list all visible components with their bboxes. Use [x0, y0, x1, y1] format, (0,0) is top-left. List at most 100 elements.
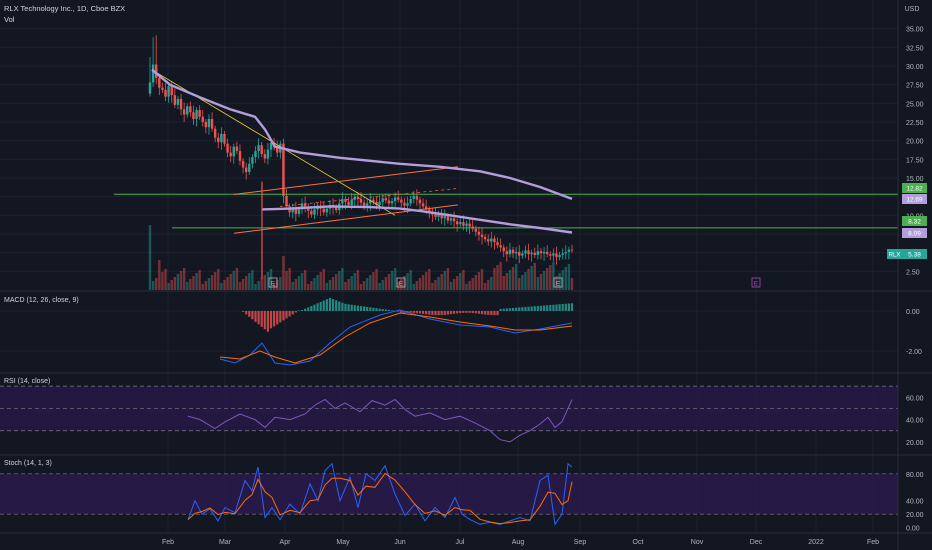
candle-body — [344, 198, 347, 202]
candle-body — [369, 199, 372, 204]
candle-body — [195, 110, 198, 120]
candle-body — [161, 87, 164, 90]
stoch-legend[interactable]: Stoch (14, 1, 3) — [4, 460, 52, 467]
signal-line — [219, 312, 573, 364]
volume-bar — [220, 283, 223, 290]
rsi-legend[interactable]: RSI (14, close) — [4, 378, 50, 385]
macd-legend[interactable]: MACD (12, 26, close, 9) — [4, 297, 79, 304]
macd-histogram-bar — [518, 307, 521, 311]
macd-histogram-bar — [521, 307, 524, 311]
volume-bar — [300, 273, 304, 290]
macd-histogram-bar — [369, 307, 372, 311]
stoch-pane[interactable] — [187, 462, 573, 526]
candle-body — [555, 253, 558, 258]
earnings-marker — [553, 277, 563, 288]
volume-bar — [331, 277, 335, 290]
volume-bar — [493, 268, 496, 290]
candle-body — [229, 152, 232, 157]
macd-histogram-bar — [484, 311, 487, 315]
macd-histogram-bar — [515, 307, 518, 311]
macd-histogram-bar — [465, 311, 468, 313]
macd-histogram-bar — [536, 305, 539, 311]
macd-histogram-bar — [440, 311, 443, 316]
time-axis[interactable]: Feb Mar Apr May Jun Jul Aug Sep Oct Nov Dec 2022 Feb — [162, 539, 879, 546]
macd-histogram-bar — [425, 311, 428, 315]
macd-histogram-bar — [288, 311, 291, 317]
candle-body — [415, 195, 419, 200]
volume-bar — [474, 275, 478, 290]
time-tick-label: Apr — [280, 539, 292, 546]
candle-body — [437, 213, 440, 217]
price-tick-label: 15.00 — [906, 176, 924, 183]
volume-bar — [555, 276, 558, 290]
candle-body — [421, 203, 425, 207]
volume-bar — [334, 274, 338, 290]
volume-bar — [244, 276, 248, 290]
macd-histogram-bar — [480, 311, 484, 315]
volume-bar — [539, 274, 543, 290]
macd-histogram-bar — [403, 311, 406, 314]
volume-bar — [446, 268, 450, 290]
rsi-pane[interactable] — [187, 398, 573, 443]
candle-body — [322, 208, 325, 213]
volume-bar — [198, 270, 201, 290]
candle-body — [372, 199, 375, 202]
macd-histogram-bar — [273, 311, 276, 327]
rsi-line — [187, 398, 573, 443]
currency-label[interactable]: USD — [905, 6, 920, 13]
candle-body — [459, 222, 462, 225]
macd-histogram-bar — [363, 306, 366, 311]
volume-bar — [195, 273, 198, 290]
time-tick-label: Jul — [456, 539, 465, 546]
volume-bar — [452, 279, 456, 290]
candle-body — [291, 208, 294, 213]
volume-bar — [514, 264, 518, 290]
macd-histogram-bar — [282, 311, 285, 321]
earnings-marker — [396, 277, 406, 288]
macd-histogram-bar — [477, 311, 481, 314]
macd-histogram-bar — [390, 310, 394, 311]
candle-body — [393, 197, 397, 202]
time-tick-label: Aug — [512, 539, 525, 546]
volume-bar — [291, 282, 294, 290]
indicator-bands — [0, 385, 898, 515]
macd-histogram-bar — [300, 310, 304, 311]
volume-bar — [505, 273, 509, 290]
volume-legend[interactable]: Vol — [4, 15, 15, 24]
candle-body — [564, 251, 567, 254]
volume-bar — [151, 281, 155, 290]
candle-body — [173, 95, 177, 105]
volume-bar — [344, 282, 347, 290]
candle-body — [499, 245, 502, 248]
volume-bar — [558, 273, 561, 290]
time-tick-label: Nov — [691, 539, 704, 546]
volume-bar — [173, 277, 177, 290]
candle-body — [176, 98, 180, 105]
macd-histogram-bar — [468, 311, 471, 313]
volume-bar — [400, 279, 403, 290]
volume-bar — [341, 268, 344, 290]
macd-histogram-bar — [415, 311, 418, 314]
macd-histogram-bar — [524, 306, 527, 311]
volume-bar — [238, 282, 242, 290]
candle-body — [552, 253, 555, 256]
volume-bar — [297, 276, 301, 290]
candle-body — [381, 198, 384, 202]
time-tick-label: Mar — [219, 539, 232, 546]
macd-pane[interactable] — [219, 297, 574, 366]
candle-body — [207, 119, 211, 128]
volume-bar — [428, 269, 431, 290]
volume-bar — [375, 269, 378, 290]
volume-bar — [164, 269, 167, 290]
symbol-title[interactable]: RLX Technology Inc., 1D, Cboe BZX — [4, 4, 125, 13]
time-tick-label: Feb — [162, 539, 174, 546]
volume-bar — [148, 225, 152, 290]
macd-histogram-bar — [356, 305, 359, 311]
volume-bar — [549, 265, 552, 290]
candle-body — [254, 151, 257, 158]
macd-histogram-bar — [335, 300, 338, 311]
volume-bar — [381, 280, 384, 290]
